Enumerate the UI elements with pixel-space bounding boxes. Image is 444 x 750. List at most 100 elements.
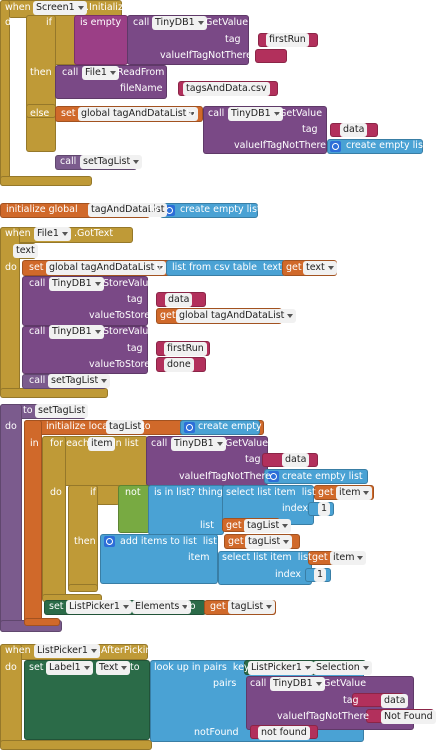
block-label: when [5,2,31,13]
block-label: index [275,569,301,580]
text-field[interactable]: firstRun [164,342,207,356]
block [160,203,258,218]
block [74,15,128,65]
block-label: get [210,601,226,612]
mutator-icon[interactable] [104,536,115,547]
block-label: in list [113,438,139,449]
block-label: .StoreValue [100,326,155,337]
dropdown-field[interactable]: TinyDB1 [270,677,325,691]
block-label: .GetValue [222,438,269,449]
mutator-icon[interactable] [184,422,195,433]
dropdown-field[interactable]: ListPicker1 [248,661,314,675]
dropdown-field[interactable]: TinyDB1 [171,437,226,451]
dropdown-field[interactable]: Label1 [46,661,93,675]
block-label: initialize global [6,204,78,215]
text-field[interactable]: tagAndDataList [88,203,168,217]
block-label: fileName [120,83,163,94]
block-label: is empty [80,17,122,28]
block-label: to [155,262,165,273]
block [180,420,260,435]
dropdown-field[interactable]: text [303,261,337,275]
dropdown-field[interactable]: ListPicker1 [66,600,132,614]
dropdown-field[interactable]: Text [96,661,131,675]
block [0,388,108,398]
block-label: for each [50,438,89,449]
text-field[interactable]: tagsAndData.csv [183,82,270,96]
block-label: . [307,662,311,673]
block [68,485,98,590]
dropdown-field[interactable]: TinyDB1 [49,325,104,339]
block [0,740,152,750]
block-label: to [186,601,196,612]
block-label: call [29,326,46,337]
dropdown-field[interactable]: tagList [244,519,292,533]
block-label: set [49,601,64,612]
block-label: to [141,421,151,432]
text-field[interactable]: text [13,244,38,258]
text-field[interactable]: setTagList [35,404,89,418]
dropdown-field[interactable]: global tagAndDataList [176,309,297,323]
text-field[interactable]: item [88,437,116,451]
block-label: .GetValue [276,108,323,119]
dropdown-field[interactable]: global tagAndDataList [46,261,167,275]
dropdown-field[interactable]: setTagList [48,374,111,388]
dropdown-field[interactable]: tagList [245,535,293,549]
block-label: get [160,310,176,321]
block-label: not [125,487,141,498]
dropdown-field[interactable]: Screen1 [33,1,87,15]
text-field[interactable]: done [164,358,194,372]
block [255,49,287,63]
dropdown-field[interactable]: TinyDB1 [49,277,104,291]
mutator-icon[interactable] [268,471,279,482]
dropdown-field[interactable]: Selection [313,661,372,675]
block-label: create empty list [198,421,279,432]
text-field[interactable]: data [340,123,368,137]
mutator-icon[interactable] [330,141,341,152]
block-label: call [29,278,46,289]
text-field[interactable]: not found [258,726,310,740]
dropdown-field[interactable]: global tagAndDataList [78,107,199,121]
block [68,584,98,592]
block-label: . [126,601,130,612]
block-label: valueIfTagNotThere [179,471,272,482]
block-label: get [228,536,244,547]
block-label: select list item list [226,487,316,498]
dropdown-field[interactable]: ListPicker1 [34,644,100,658]
block-label: look up in pairs key [154,662,250,673]
block-label: set [61,108,76,119]
block-label: tag [343,695,359,706]
text-field[interactable]: Not Found [381,710,436,724]
block [26,104,56,118]
block [118,485,150,533]
block-label: call [29,375,46,386]
text-field[interactable]: data [282,453,310,467]
dropdown-field[interactable]: TinyDB1 [152,16,207,30]
dropdown-field[interactable]: File1 [34,227,71,241]
block [166,260,286,276]
text-field[interactable]: 1 [318,502,331,516]
text-field[interactable]: tagList [106,420,145,434]
text-field[interactable]: data [165,293,193,307]
block [218,551,312,585]
block-label: list from csv table text [172,262,282,273]
block-label: notFound [194,727,239,738]
block-label: set [29,662,44,673]
block-label: valueToStore [89,359,151,370]
block-label: when [5,228,31,239]
block-label: is in list? thing [154,487,223,498]
dropdown-field[interactable]: setTagList [80,155,143,169]
dropdown-field[interactable]: item [336,486,373,500]
block-label: do [5,662,17,673]
block-label: call [250,678,267,689]
dropdown-field[interactable]: Elements [132,600,192,614]
text-field[interactable]: data [381,694,409,708]
text-field[interactable]: firstRun [266,33,309,47]
dropdown-field[interactable]: TinyDB1 [228,107,283,121]
block-label: item [188,552,210,563]
block-label: tag [245,454,261,465]
text-field[interactable]: 1 [314,568,327,582]
dropdown-field[interactable]: File1 [82,66,119,80]
block [24,618,60,626]
dropdown-field[interactable]: tagList [228,600,276,614]
dropdown-field[interactable]: item [330,551,367,565]
